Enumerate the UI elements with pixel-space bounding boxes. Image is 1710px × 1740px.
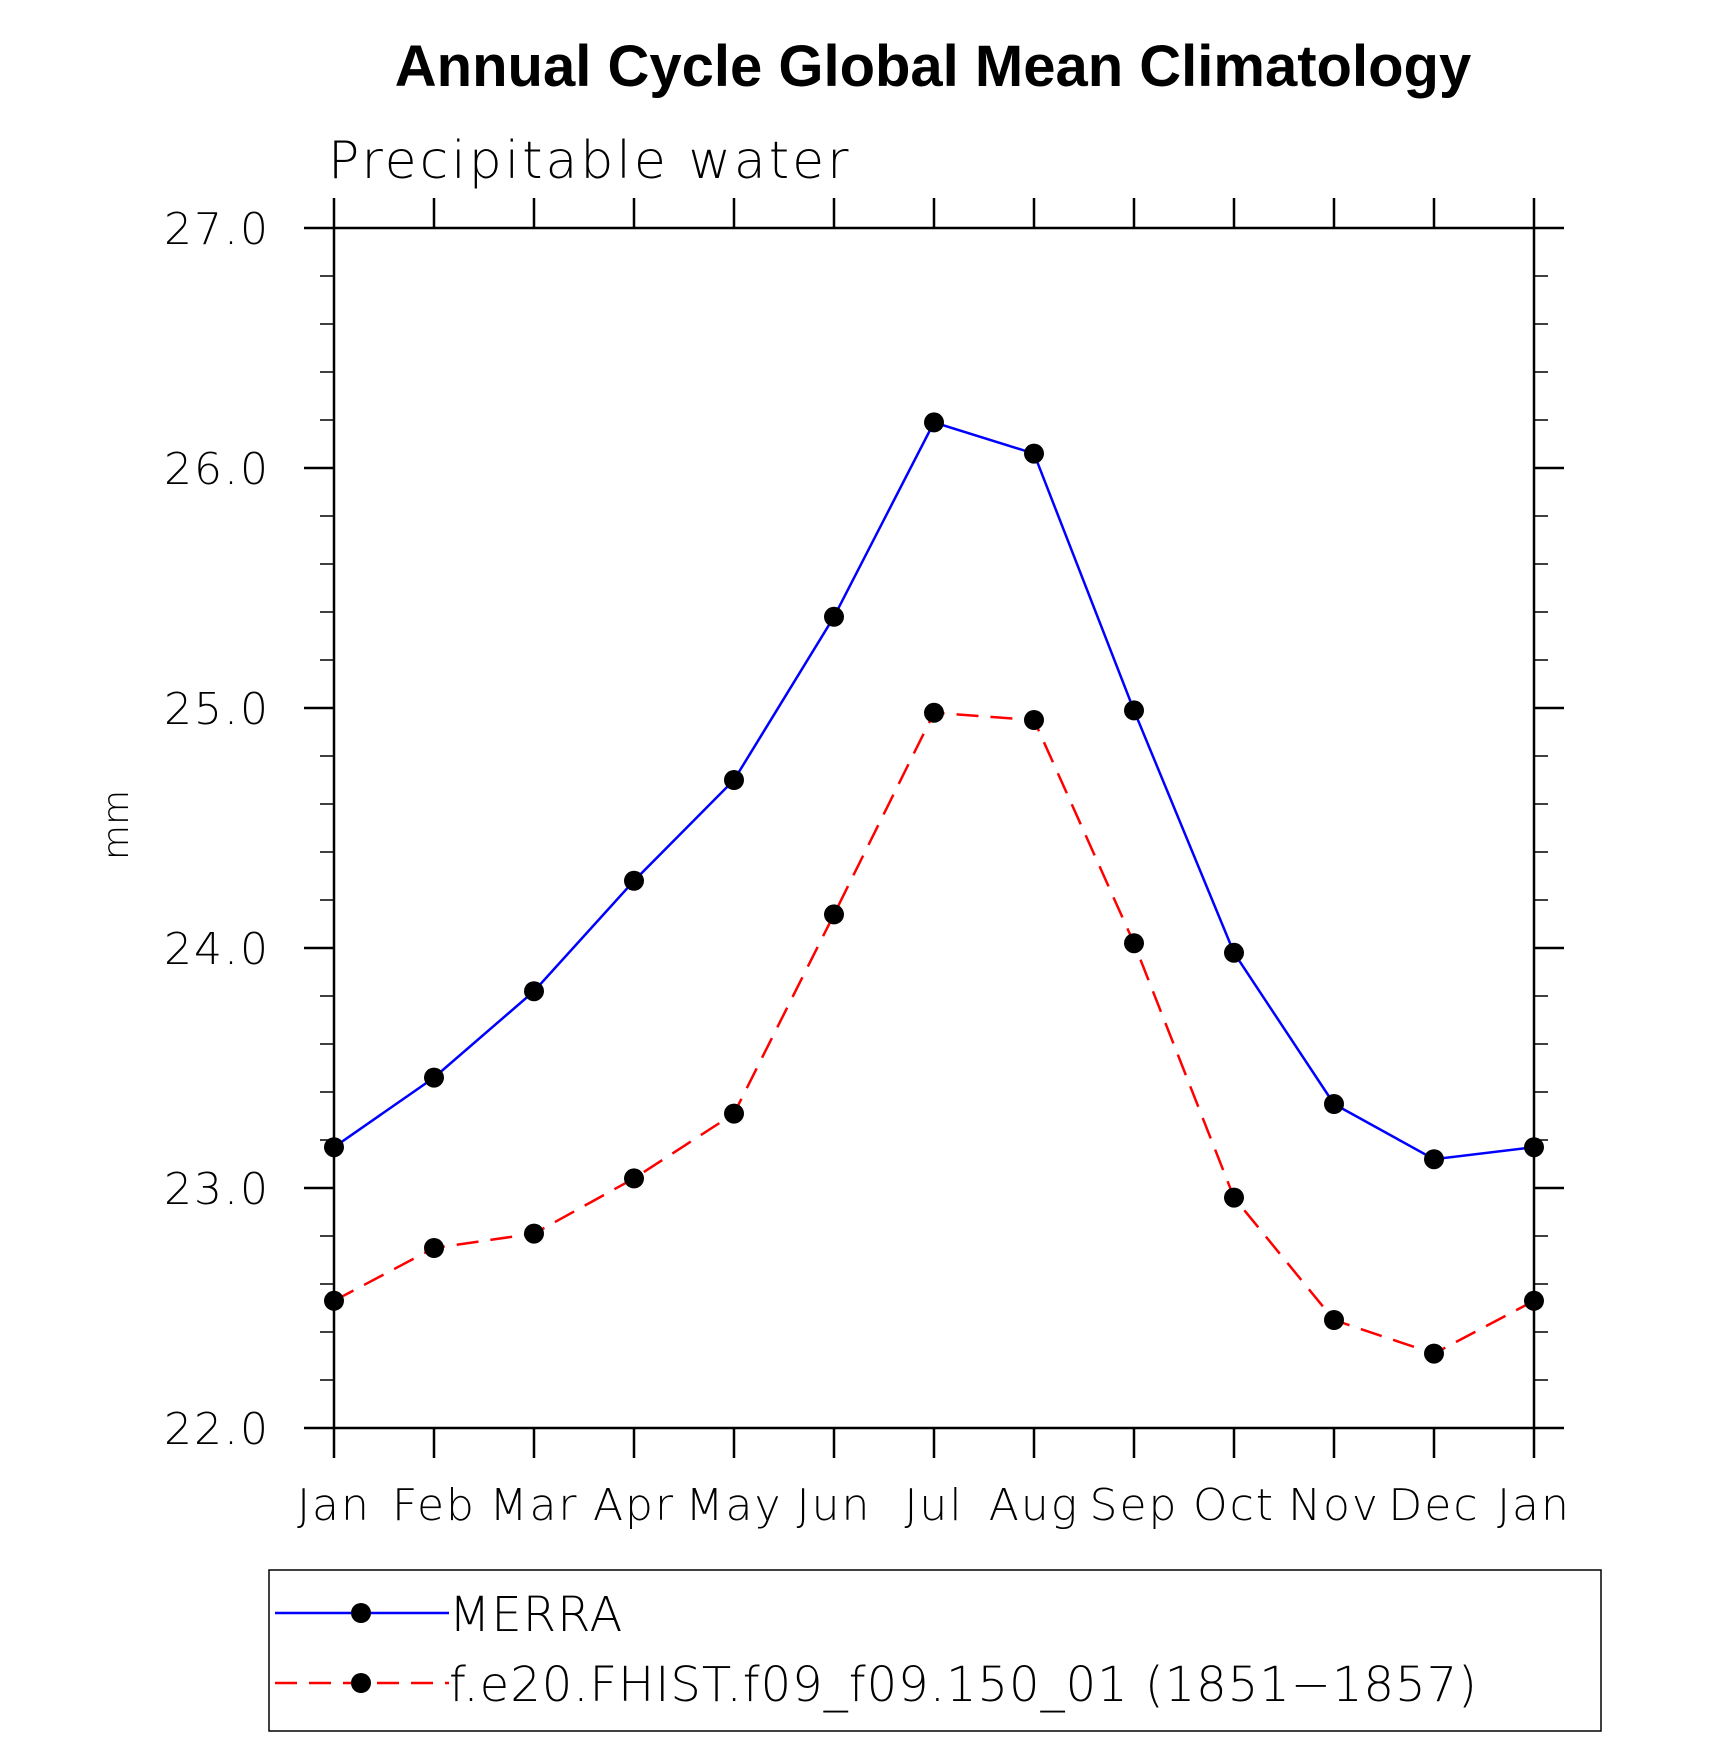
y-axis-label: mm xyxy=(96,790,137,860)
chart-title: Annual Cycle Global Mean Climatology xyxy=(395,34,1471,99)
plot-frame xyxy=(332,226,1536,1430)
series-point xyxy=(324,1137,344,1158)
legend-marker-merra xyxy=(351,1603,371,1623)
series-point xyxy=(1124,700,1144,721)
series-point xyxy=(924,702,944,723)
series-point xyxy=(824,904,844,925)
legend-label-model: f.e20.FHIST.f09_f09.150_01 (1851−1857) xyxy=(449,1657,1478,1713)
x-tick-label: Feb xyxy=(392,1480,476,1531)
x-tick-label: Jan xyxy=(297,1480,371,1531)
series-point xyxy=(524,981,544,1002)
series-point xyxy=(1524,1290,1544,1311)
series-point xyxy=(624,1168,644,1189)
series-point xyxy=(1324,1310,1344,1330)
x-tick-label: Jan xyxy=(1497,1480,1571,1531)
x-tick-label: Dec xyxy=(1388,1480,1479,1531)
x-tick-label: Jun xyxy=(797,1480,872,1531)
legend-label-merra: MERRA xyxy=(449,1587,623,1643)
x-tick-label: Sep xyxy=(1090,1480,1179,1531)
series-point xyxy=(924,412,944,433)
series-point xyxy=(724,1103,744,1124)
x-tick-labels: Jan Feb Mar Apr May Jun Jul Aug Sep Oct Nov Dec Jan xyxy=(297,1480,1571,1531)
series-point xyxy=(324,1290,344,1311)
y-tick-label: 23.0 xyxy=(164,1164,270,1215)
series-point xyxy=(1024,710,1044,730)
x-tick-label: Jul xyxy=(904,1480,963,1531)
y-tick-label: 27.0 xyxy=(164,204,270,255)
y-tick-label: 26.0 xyxy=(164,444,270,495)
x-tick-label: Apr xyxy=(593,1480,675,1531)
series-point xyxy=(1224,1187,1244,1208)
x-tick-label: Aug xyxy=(989,1480,1079,1531)
series-point xyxy=(1424,1343,1444,1364)
legend: MERRA f.e20.FHIST.f09_f09.150_01 (1851−1… xyxy=(268,1569,1602,1732)
y-tick-label: 25.0 xyxy=(164,684,270,735)
x-tick-label: Oct xyxy=(1193,1480,1275,1531)
series-point xyxy=(424,1067,444,1088)
legend-box xyxy=(268,1569,1602,1732)
y-tick-label: 22.0 xyxy=(164,1404,270,1455)
series-point xyxy=(1424,1149,1444,1170)
series-point xyxy=(1024,443,1044,464)
chart-subtitle: Precipitable water xyxy=(328,131,852,191)
series-layer xyxy=(324,412,1544,1364)
series-point xyxy=(1124,933,1144,954)
series-line xyxy=(333,420,1535,1161)
y-tick-label: 24.0 xyxy=(164,924,270,975)
series-point xyxy=(624,870,644,891)
series-line xyxy=(333,711,1535,1355)
series-point xyxy=(824,606,844,627)
axis-ticks xyxy=(304,198,1564,1458)
x-tick-label: Nov xyxy=(1288,1480,1380,1531)
series-point xyxy=(1324,1094,1344,1114)
series-point xyxy=(1224,942,1244,963)
series-point xyxy=(724,770,744,790)
series-point xyxy=(524,1223,544,1244)
series-point xyxy=(1524,1137,1544,1158)
x-tick-label: May xyxy=(686,1480,783,1531)
legend-marker-model xyxy=(351,1673,371,1693)
x-tick-label: Mar xyxy=(489,1480,578,1531)
y-tick-labels: 22.0 23.0 24.0 25.0 26.0 27.0 xyxy=(164,204,270,1455)
series-point xyxy=(424,1238,444,1258)
